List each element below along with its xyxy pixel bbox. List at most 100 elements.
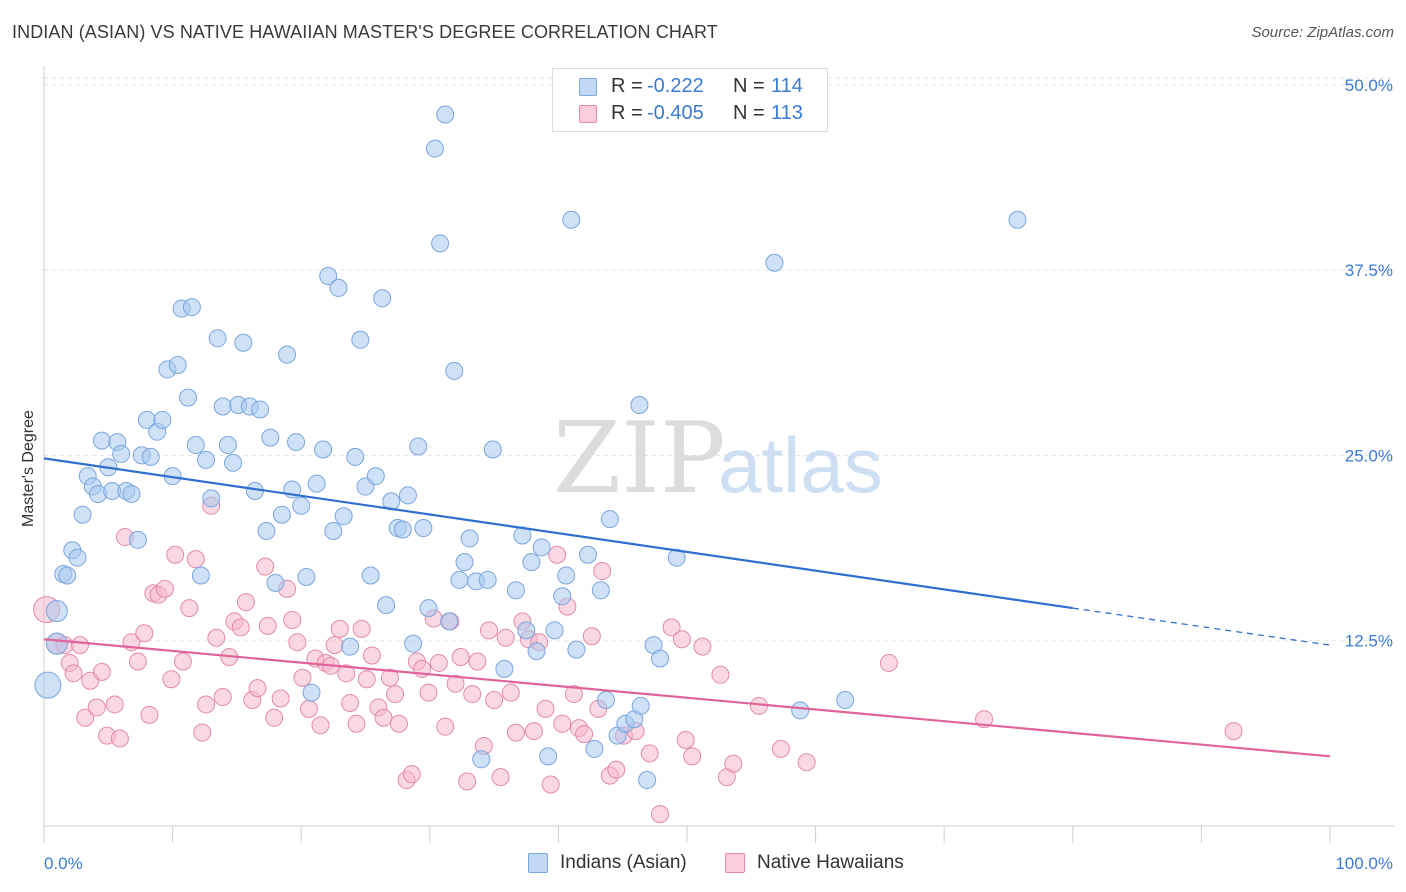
hawaiian-point xyxy=(180,599,199,618)
hawaiian-point xyxy=(173,652,192,671)
indian-point xyxy=(202,489,221,508)
indian-point xyxy=(460,529,479,548)
indian-point xyxy=(591,581,610,600)
indian-point xyxy=(287,433,306,452)
hawaiian-point xyxy=(110,729,129,748)
hawaiian-point xyxy=(582,627,601,646)
indian-point xyxy=(351,330,370,349)
watermark-zip: ZIP xyxy=(553,402,726,516)
hawaiian-point xyxy=(236,593,255,612)
hawaiian-point xyxy=(879,653,898,672)
hawaiian-point xyxy=(337,664,356,683)
indian-point xyxy=(292,496,311,515)
indian-point xyxy=(545,621,564,640)
trend-line-hawaiians xyxy=(43,638,1331,758)
y-tick-label: 37.5% xyxy=(1345,261,1393,280)
indian-point xyxy=(425,139,444,158)
indian-point xyxy=(506,581,525,600)
hawaiian-point xyxy=(71,636,90,655)
indian-point xyxy=(341,637,360,656)
hawaiian-point xyxy=(256,557,275,576)
native-hawaiians-points xyxy=(33,496,1243,824)
indian-point xyxy=(208,329,227,348)
correlation-legend: R = -0.222 N = 114 R = -0.405 N = 113 xyxy=(552,68,828,132)
indian-point xyxy=(307,474,326,493)
indian-point xyxy=(377,596,396,615)
hawaiian-point xyxy=(386,685,405,704)
indian-point xyxy=(445,361,464,380)
hawaiian-point xyxy=(650,805,669,824)
indian-point xyxy=(517,621,536,640)
hawaiian-point xyxy=(193,723,212,742)
indian-point xyxy=(522,553,541,572)
indian-point xyxy=(404,634,423,653)
indian-point xyxy=(234,333,253,352)
indian-point xyxy=(630,396,649,415)
hawaiian-point xyxy=(640,744,659,763)
indian-point xyxy=(329,278,348,297)
legend-r-value: -0.405 xyxy=(647,102,704,124)
indian-point xyxy=(34,671,62,699)
indian-point xyxy=(314,440,333,459)
hawaiian-point xyxy=(265,708,284,727)
hawaiian-point xyxy=(311,716,330,735)
hawaiian-point xyxy=(389,714,408,733)
indian-point xyxy=(92,431,111,450)
source-note: Source: ZipAtlas.com xyxy=(1251,24,1394,41)
hawaiian-point xyxy=(166,545,185,564)
indian-point xyxy=(436,105,455,124)
hawaiian-point xyxy=(207,628,226,647)
hawaiian-point xyxy=(347,714,366,733)
indian-point xyxy=(278,345,297,364)
legend-n-value: 113 xyxy=(771,102,803,124)
indian-point xyxy=(272,505,291,524)
hawaiian-point xyxy=(797,753,816,772)
hawaiian-point xyxy=(693,637,712,656)
hawaiian-point xyxy=(293,668,312,687)
hawaiian-point xyxy=(491,768,510,787)
indian-point xyxy=(373,289,392,308)
indian-point xyxy=(68,548,87,567)
watermark-atlas: atlas xyxy=(718,421,883,509)
indian-point xyxy=(455,553,474,572)
indian-point xyxy=(128,530,147,549)
indian-point xyxy=(182,298,201,317)
indian-point xyxy=(141,447,160,466)
hawaiian-point xyxy=(496,628,515,647)
hawaiian-point xyxy=(548,545,567,564)
hawaiian-point xyxy=(724,754,743,773)
hawaiian-point xyxy=(575,725,594,744)
hawaiian-point xyxy=(402,765,421,784)
indian-point xyxy=(667,548,686,567)
indian-point xyxy=(257,522,276,541)
hawaiian-point xyxy=(362,646,381,665)
hawaiian-point xyxy=(672,630,691,649)
hawaiian-point xyxy=(458,772,477,791)
hawaiian-point xyxy=(76,708,95,727)
indian-point xyxy=(393,520,412,539)
legend-swatch-blue xyxy=(579,78,597,96)
hawaiian-point xyxy=(524,722,543,741)
legend-n-label: N = xyxy=(733,102,765,124)
series-label-hawaiians: Native Hawaiians xyxy=(757,852,904,873)
legend-row-pink: R = -0.405 N = 113 xyxy=(553,102,827,128)
hawaiian-point xyxy=(479,621,498,640)
indian-point xyxy=(58,566,77,585)
indian-point xyxy=(836,691,855,709)
hawaiian-point xyxy=(419,683,438,702)
hawaiian-point xyxy=(662,618,681,637)
hawaiian-point xyxy=(162,670,181,689)
hawaiian-point xyxy=(593,562,612,581)
indian-point xyxy=(251,400,270,419)
indian-point xyxy=(478,570,497,589)
indian-point xyxy=(297,567,316,586)
hawaiian-point xyxy=(683,747,702,766)
watermark: ZIP atlas xyxy=(553,402,883,516)
indian-point xyxy=(650,649,669,668)
y-tick-label: 25.0% xyxy=(1345,446,1393,465)
hawaiian-point xyxy=(607,760,626,779)
hawaiian-point xyxy=(197,695,216,714)
indian-point xyxy=(419,599,438,618)
indian-point xyxy=(186,436,205,455)
hawaiian-point xyxy=(325,636,344,655)
